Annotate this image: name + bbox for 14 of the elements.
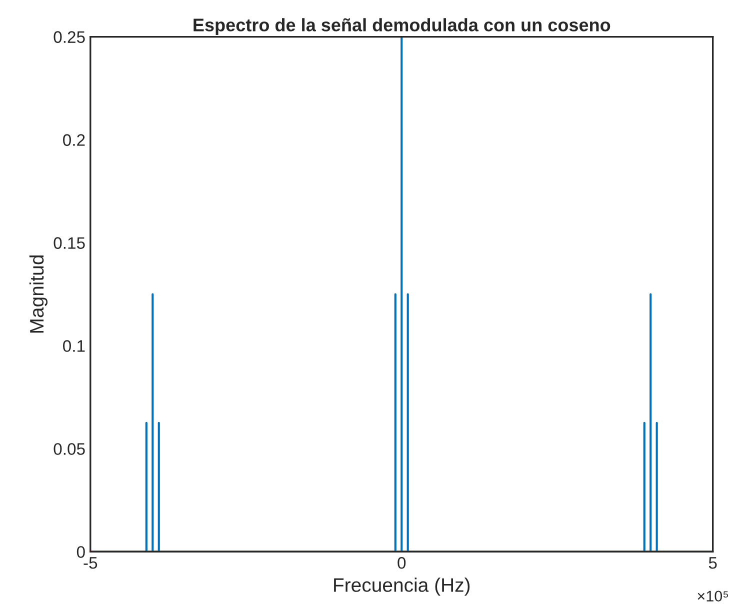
- y-tick-label: 0: [76, 546, 85, 558]
- y-tick-label: 0.1: [63, 340, 85, 352]
- x-tick-label: -5: [84, 557, 98, 569]
- y-tick-label: 0.05: [54, 443, 85, 455]
- y-tick-label: 0.25: [54, 31, 85, 43]
- x-axis-title: Frecuencia (Hz): [334, 578, 470, 596]
- y-tick-label: 0.15: [54, 237, 85, 249]
- y-tick-label: 0.2: [63, 134, 85, 146]
- y-axis-title: Magnitud: [29, 255, 48, 333]
- text: ×10⁵: [698, 590, 728, 602]
- x-tick-label: 0: [398, 557, 406, 569]
- x-tick-label: 5: [708, 557, 717, 569]
- chart-title: Espectro de la señal demodulada con un coseno: [194, 18, 610, 35]
- line-series: [90, 36, 713, 552]
